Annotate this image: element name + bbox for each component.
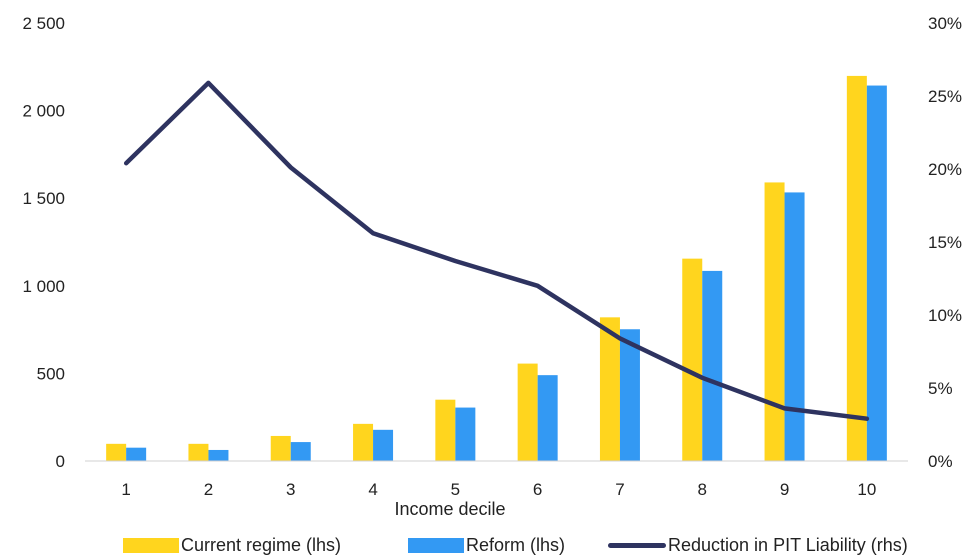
bar-current-regime	[270, 435, 291, 461]
bar-current-regime	[599, 317, 620, 461]
left-tick-label: 2 500	[22, 14, 65, 33]
bar-reform	[702, 270, 723, 461]
x-tick-label: 8	[698, 480, 707, 499]
legend-label-reduction: Reduction in PIT Liability (rhs)	[668, 534, 908, 555]
legend-label-reform: Reform (lhs)	[466, 534, 566, 555]
right-tick-label: 10%	[928, 306, 962, 325]
bar-current-regime	[764, 182, 785, 461]
legend-swatch-current-regime	[123, 537, 179, 553]
bar-current-regime	[353, 423, 374, 461]
bar-reform	[866, 85, 887, 462]
legend-item-current-regime: Current regime (lhs)	[123, 531, 341, 559]
legend: Current regime (lhs) Reform (lhs) Reduct…	[0, 531, 972, 559]
left-tick-label: 1 500	[22, 189, 65, 208]
left-tick-label: 1 000	[22, 277, 65, 296]
bar-reform	[619, 329, 640, 461]
bar-current-regime	[682, 258, 703, 461]
bar-current-regime	[435, 399, 456, 461]
left-tick-label: 0	[56, 452, 65, 471]
bar-reform	[126, 447, 147, 461]
right-axis-ticks: 0% 5% 10% 15% 20% 25% 30%	[928, 14, 962, 471]
x-axis-title: Income decile	[394, 499, 505, 519]
x-tick-label: 10	[857, 480, 876, 499]
bar-reform	[290, 442, 311, 461]
x-tick-label: 9	[780, 480, 789, 499]
x-tick-label: 7	[615, 480, 624, 499]
x-tick-label: 3	[286, 480, 295, 499]
left-tick-label: 2 000	[22, 102, 65, 121]
right-tick-label: 15%	[928, 233, 962, 252]
legend-item-reform: Reform (lhs)	[408, 531, 565, 559]
right-tick-label: 30%	[928, 14, 962, 33]
legend-label-current-regime: Current regime (lhs)	[181, 534, 342, 555]
bar-reform	[537, 375, 558, 461]
bar-reform	[373, 429, 394, 461]
x-tick-label: 5	[451, 480, 460, 499]
x-tick-label: 2	[204, 480, 213, 499]
bar-current-regime	[188, 443, 209, 461]
bar-current-regime	[846, 75, 867, 461]
x-tick-label: 1	[121, 480, 130, 499]
legend-item-reduction: Reduction in PIT Liability (rhs)	[608, 531, 908, 559]
x-axis-ticks: 1 2 3 4 5 6 7 8 9 10	[121, 480, 876, 499]
bar-reform	[784, 192, 805, 461]
right-tick-label: 0%	[928, 452, 953, 471]
line-series-reduction	[123, 80, 870, 421]
bar-series	[106, 75, 887, 462]
legend-line-reduction	[608, 542, 666, 548]
left-tick-label: 500	[37, 364, 65, 383]
x-tick-label: 6	[533, 480, 542, 499]
bar-current-regime	[517, 363, 538, 461]
right-tick-label: 25%	[928, 87, 962, 106]
bar-reform	[208, 449, 229, 461]
bar-current-regime	[106, 443, 127, 461]
left-axis-ticks: 0 500 1 000 1 500 2 000 2 500	[22, 14, 65, 471]
x-tick-label: 4	[368, 480, 377, 499]
bar-reform	[455, 407, 476, 461]
right-tick-label: 20%	[928, 160, 962, 179]
legend-swatch-reform	[408, 537, 464, 553]
right-tick-label: 5%	[928, 379, 953, 398]
